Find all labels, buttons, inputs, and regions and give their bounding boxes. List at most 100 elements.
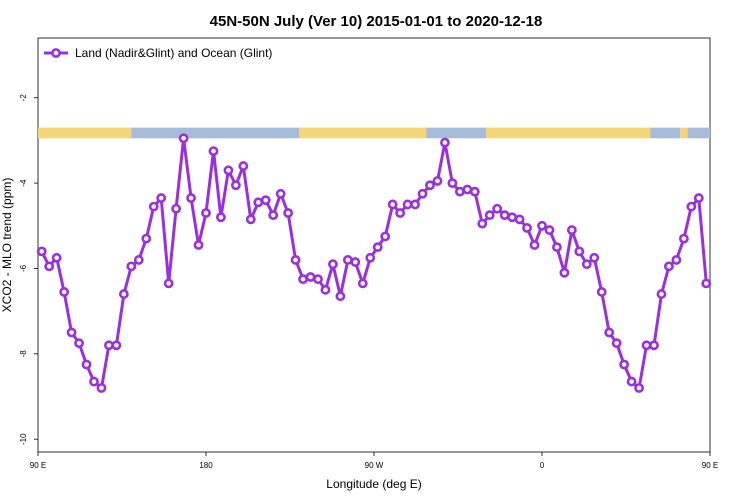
data-point xyxy=(298,274,308,285)
data-point xyxy=(141,233,152,244)
data-point xyxy=(686,201,697,212)
data-point xyxy=(305,272,316,282)
data-point xyxy=(342,255,353,265)
data-point xyxy=(417,188,428,199)
data-point xyxy=(477,218,488,229)
data-point xyxy=(544,225,555,235)
data-point xyxy=(425,180,435,191)
y-tick-label: -10 xyxy=(19,433,28,445)
data-point xyxy=(626,376,637,387)
data-point xyxy=(260,195,271,206)
data-point xyxy=(693,193,704,203)
legend: Land (Nadir&Glint) and Ocean (Glint) xyxy=(44,46,272,60)
legend-marker xyxy=(51,48,61,58)
data-point xyxy=(671,255,682,265)
y-tick-label: -8 xyxy=(19,350,28,358)
data-point xyxy=(619,359,630,370)
data-point xyxy=(290,255,301,265)
data-point xyxy=(454,186,465,197)
y-tick-label: -2 xyxy=(19,94,28,102)
data-point xyxy=(372,242,383,253)
data-point xyxy=(104,340,114,351)
data-point xyxy=(447,178,458,189)
data-point xyxy=(253,197,264,208)
data-point xyxy=(611,338,622,349)
data-point xyxy=(380,231,391,242)
data-point xyxy=(484,210,495,221)
data-point xyxy=(193,240,204,250)
data-point xyxy=(201,208,211,218)
data-point xyxy=(522,223,532,233)
data-point xyxy=(133,255,144,265)
data-point xyxy=(156,193,167,203)
data-point xyxy=(395,208,406,218)
data-point xyxy=(96,383,107,393)
data-point xyxy=(81,359,92,370)
data-point xyxy=(245,214,256,225)
data-point xyxy=(238,161,249,171)
data-point xyxy=(148,201,159,212)
data-point xyxy=(59,287,70,297)
data-point xyxy=(178,133,189,144)
data-point xyxy=(74,338,84,349)
data-point xyxy=(432,176,443,186)
data-point xyxy=(440,137,450,148)
data-point xyxy=(163,278,174,289)
x-tick-label: 90 E xyxy=(702,461,718,470)
data-point xyxy=(462,184,473,195)
data-point xyxy=(581,259,592,270)
data-point xyxy=(268,210,279,221)
data-point xyxy=(402,199,413,210)
band-segment-land xyxy=(299,127,427,139)
y-axis-ticks: -2 -4 -6 -8 -10 xyxy=(19,94,38,445)
data-point xyxy=(357,278,368,289)
data-point xyxy=(514,214,525,225)
series-group xyxy=(36,133,712,393)
data-point xyxy=(44,261,55,272)
data-point xyxy=(118,289,129,299)
data-point xyxy=(208,146,219,157)
data-point xyxy=(574,246,585,257)
band-segment-ocean xyxy=(650,127,681,139)
data-point xyxy=(604,327,615,338)
land-ocean-band xyxy=(38,127,710,139)
data-point xyxy=(596,287,607,297)
data-point xyxy=(36,246,47,257)
data-point xyxy=(410,199,420,210)
data-point xyxy=(387,199,398,210)
series-line xyxy=(40,136,708,390)
data-point xyxy=(223,165,234,176)
x-tick-label: 90 E xyxy=(30,461,46,470)
data-point xyxy=(499,210,510,221)
data-point xyxy=(335,291,346,302)
data-point xyxy=(66,327,77,338)
data-point xyxy=(589,252,600,263)
data-point xyxy=(529,240,540,250)
x-tick-label: 0 xyxy=(540,461,545,470)
band-segment-land xyxy=(486,127,651,139)
data-point xyxy=(111,340,122,351)
data-point xyxy=(469,186,480,197)
y-tick-label: -4 xyxy=(19,179,28,187)
x-axis-label: Longitude (deg E) xyxy=(326,477,421,491)
y-tick-label: -6 xyxy=(19,264,28,272)
data-point xyxy=(126,261,137,272)
data-point xyxy=(634,383,644,393)
data-point xyxy=(701,278,712,289)
data-point xyxy=(552,242,562,253)
data-point xyxy=(678,233,689,244)
data-point xyxy=(328,259,338,270)
band-segment-land xyxy=(680,127,688,139)
data-point xyxy=(664,261,674,272)
data-point xyxy=(656,289,667,299)
band-segment-land xyxy=(38,127,132,139)
data-point xyxy=(216,212,226,223)
data-point xyxy=(559,267,570,278)
data-point xyxy=(649,340,659,351)
x-tick-label: 180 xyxy=(199,461,213,470)
data-point xyxy=(171,203,182,214)
x-axis-ticks: 90 E 180 90 W 0 90 E xyxy=(30,452,718,470)
band-segment-ocean xyxy=(687,127,710,139)
data-point xyxy=(365,252,376,263)
